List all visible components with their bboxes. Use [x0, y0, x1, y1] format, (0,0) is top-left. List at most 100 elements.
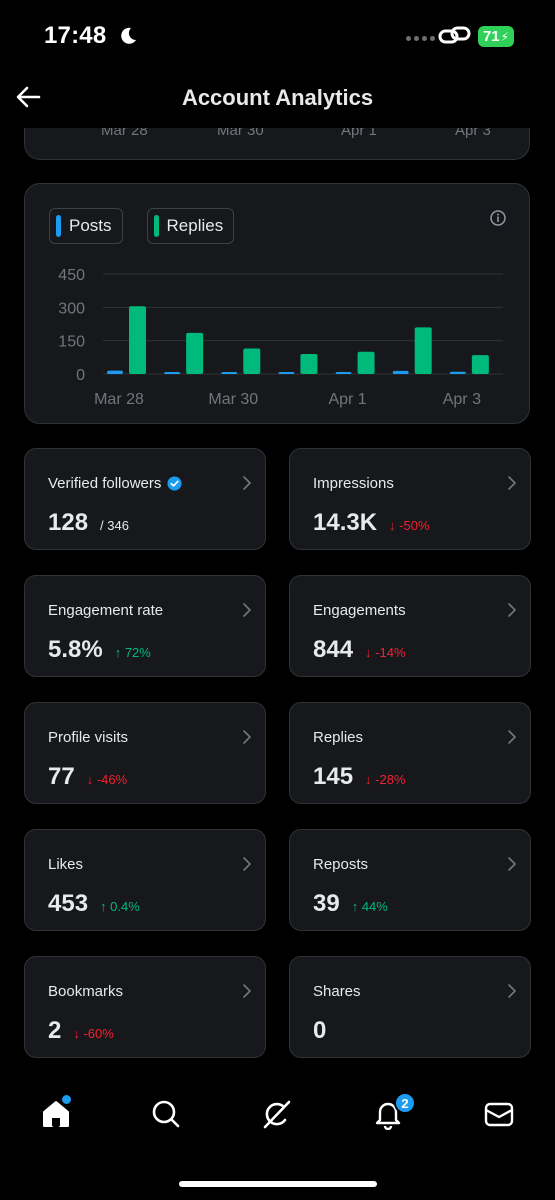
bar-replies-5 — [414, 327, 432, 374]
chevron-right-icon — [243, 984, 251, 998]
chevron-right-icon — [508, 857, 516, 871]
legend-label: Posts — [69, 216, 112, 235]
page-title: Account Analytics — [181, 85, 374, 110]
metric-value: 77 — [48, 763, 75, 790]
grok-icon[interactable] — [261, 1098, 293, 1130]
notification-badge: 2 — [394, 1092, 416, 1114]
chevron-right-icon — [508, 603, 516, 617]
metric-card[interactable]: Likes 453 ↑ 0.4% — [24, 829, 266, 931]
metric-change: ↑ 72% — [114, 645, 151, 660]
metric-card[interactable]: Engagement rate 5.8% ↑ 72% — [24, 575, 266, 677]
legend-label: Replies — [166, 216, 224, 235]
y-tick-label: 0 — [76, 367, 85, 384]
metric-card[interactable]: Shares 0 — [289, 956, 531, 1058]
chevron-right-icon — [508, 730, 516, 744]
metric-change: ↓ -46% — [86, 772, 128, 787]
bar-chart: 450 300 150 0 Mar 28 Mar 30 Apr 1 Apr 3 — [58, 267, 503, 408]
metric-change: ↓ -60% — [73, 1026, 114, 1041]
x-tick-label: Mar 28 — [94, 391, 144, 408]
chart-card: Posts Replies 450 300 150 0 Mar 28 Mar 30 Apr … — [24, 183, 530, 424]
x-tick-label: Apr 1 — [328, 391, 366, 408]
bar-replies-6 — [471, 355, 489, 374]
bar-posts-3 — [278, 372, 295, 374]
bar-replies-4 — [357, 351, 375, 374]
search-icon[interactable] — [150, 1098, 182, 1130]
x-tick-label: Apr 3 — [443, 391, 481, 408]
metric-label: Engagement rate — [48, 602, 164, 619]
mail-icon[interactable] — [483, 1098, 515, 1130]
metric-label: Shares — [313, 983, 361, 1000]
signal-icon — [406, 36, 435, 41]
metric-label: Verified followers — [48, 475, 182, 492]
status-bar: 17:48 71 ⚡ — [0, 0, 555, 72]
link-icon — [438, 26, 471, 44]
chevron-right-icon — [508, 984, 516, 998]
legend-replies[interactable]: Replies — [146, 208, 235, 244]
moon-icon — [121, 27, 136, 44]
bar-replies-1 — [186, 332, 204, 374]
x-tick-label: Mar 30 — [208, 391, 258, 408]
metric-change: ↑ 0.4% — [100, 899, 140, 914]
bar-posts-6 — [449, 371, 466, 374]
metric-label: Bookmarks — [48, 983, 124, 1000]
metric-card[interactable]: Replies 145 ↓ -28% — [289, 702, 531, 804]
bar-replies-3 — [300, 354, 318, 374]
y-tick-label: 300 — [58, 300, 85, 317]
metric-label: Replies — [313, 729, 364, 746]
metric-value: 2 — [48, 1017, 62, 1044]
metric-label: Likes — [48, 856, 84, 873]
legend-posts[interactable]: Posts — [49, 208, 123, 244]
metric-label: Impressions — [313, 475, 394, 492]
metric-value: 39 — [313, 890, 340, 917]
metric-total: / 346 — [100, 518, 129, 533]
metric-value: 145 — [313, 763, 354, 790]
chevron-right-icon — [243, 603, 251, 617]
bar-posts-5 — [392, 370, 409, 374]
verified-badge-icon — [167, 476, 182, 491]
bar-replies-2 — [243, 348, 261, 374]
y-tick-label: 150 — [58, 334, 85, 351]
home-icon[interactable] — [40, 1098, 72, 1130]
metric-change: ↓ -50% — [389, 518, 430, 533]
metric-label: Profile visits — [48, 729, 129, 746]
metric-value: 453 — [48, 890, 89, 917]
bar-posts-2 — [221, 372, 238, 374]
bar-replies-0 — [129, 306, 146, 374]
legend-swatch — [153, 215, 159, 237]
header: Account Analytics — [0, 72, 555, 128]
metric-label: Engagements — [313, 602, 406, 619]
metric-value: 5.8% — [48, 636, 103, 663]
bar-posts-0 — [107, 370, 123, 374]
metric-value: 128 — [48, 509, 89, 536]
metric-card[interactable]: Reposts 39 ↑ 44% — [289, 829, 531, 931]
bell-icon[interactable] — [372, 1098, 404, 1130]
status-time: 17:48 — [44, 22, 107, 49]
chevron-right-icon — [243, 476, 251, 490]
back-arrow-icon[interactable] — [14, 82, 44, 112]
chevron-right-icon — [243, 730, 251, 744]
metric-value: 844 — [313, 636, 354, 663]
info-icon[interactable] — [489, 209, 507, 227]
metric-card[interactable]: Impressions 14.3K ↓ -50% — [289, 448, 531, 550]
metric-change: ↑ 44% — [351, 899, 388, 914]
y-tick-label: 450 — [58, 267, 85, 284]
home-indicator[interactable] — [179, 1181, 377, 1187]
metric-change: ↓ -14% — [365, 645, 406, 660]
metric-card[interactable]: Profile visits 77 ↓ -46% — [24, 702, 266, 804]
metric-value: 14.3K — [313, 509, 378, 536]
home-notification-dot — [62, 1095, 71, 1104]
metric-label: Reposts — [313, 856, 369, 873]
bar-posts-4 — [335, 372, 352, 374]
chevron-right-icon — [508, 476, 516, 490]
legend-swatch — [56, 215, 61, 237]
battery-level: 71 — [482, 28, 500, 45]
chart-legend: Posts Replies — [49, 208, 235, 244]
chevron-right-icon — [243, 857, 251, 871]
bar-posts-1 — [164, 372, 181, 374]
battery-icon: 71 ⚡ — [478, 26, 514, 47]
metric-card[interactable]: Engagements 844 ↓ -14% — [289, 575, 531, 677]
bottom-nav: 2 — [0, 1080, 555, 1200]
metric-value: 0 — [313, 1017, 327, 1044]
metric-card[interactable]: Bookmarks 2 ↓ -60% — [24, 956, 266, 1058]
metric-card[interactable]: Verified followers 128 / 346 — [24, 448, 266, 550]
